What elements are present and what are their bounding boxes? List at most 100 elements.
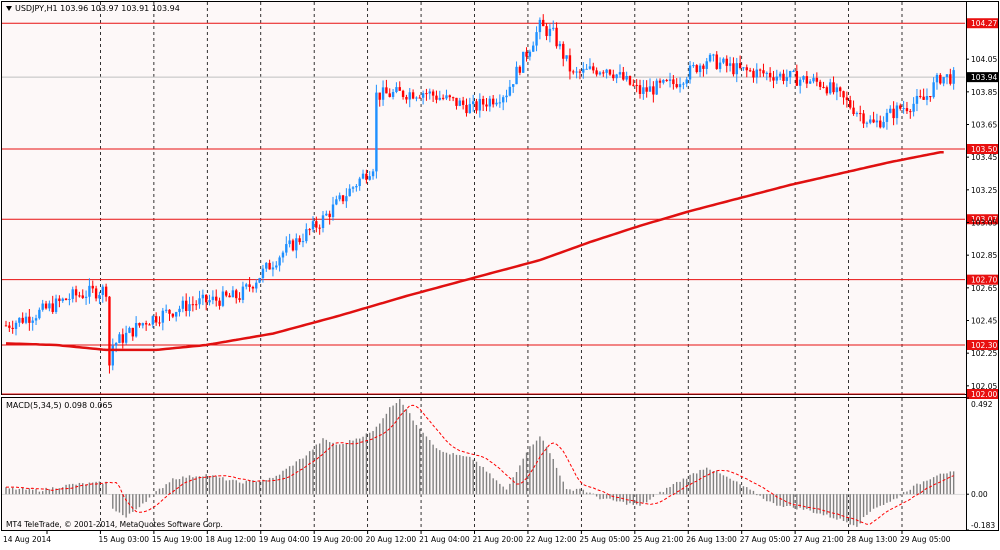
grid-layer bbox=[100, 2, 903, 530]
candle-body bbox=[285, 244, 288, 253]
candle-body bbox=[98, 294, 101, 299]
candle-body bbox=[488, 98, 492, 107]
candle-body bbox=[615, 74, 618, 79]
candle-body bbox=[54, 298, 58, 312]
candle-body bbox=[638, 85, 642, 94]
candle-body bbox=[869, 119, 872, 123]
current-price-tag bbox=[967, 72, 998, 83]
price-pane[interactable] bbox=[1, 1, 967, 395]
level-price-tag bbox=[967, 144, 998, 154]
candle-body bbox=[88, 285, 91, 297]
candle-body bbox=[315, 221, 318, 228]
candle-body bbox=[702, 65, 705, 69]
candle-body bbox=[348, 188, 351, 197]
candle-body bbox=[391, 92, 395, 97]
candle-body bbox=[345, 196, 348, 202]
candle-body bbox=[552, 27, 555, 29]
candle-body bbox=[642, 87, 645, 94]
candle-body bbox=[141, 323, 145, 326]
candle-body bbox=[395, 87, 398, 93]
candle-body bbox=[738, 63, 742, 68]
candle-body bbox=[565, 55, 568, 59]
candle-body bbox=[48, 303, 51, 309]
candle-body bbox=[912, 103, 915, 112]
x-tick-label: 19 Aug 20:00 bbox=[312, 535, 363, 544]
current-price-label: 103.94 bbox=[971, 73, 997, 82]
candle-body bbox=[471, 101, 475, 105]
candle-body bbox=[44, 303, 48, 309]
candle-body bbox=[124, 332, 128, 343]
candle-body bbox=[228, 295, 231, 298]
candle-body bbox=[535, 32, 538, 46]
candle-body bbox=[321, 215, 325, 229]
candle-body bbox=[148, 324, 151, 326]
candle-body bbox=[675, 84, 678, 88]
candle-body bbox=[481, 98, 485, 105]
candle-body bbox=[945, 74, 949, 77]
candle-body bbox=[208, 300, 211, 303]
candle-body bbox=[248, 284, 251, 288]
candle-body bbox=[588, 66, 592, 69]
candle-body bbox=[411, 92, 415, 99]
candle-body bbox=[572, 71, 575, 73]
candle-body bbox=[939, 74, 942, 84]
candle-body bbox=[485, 104, 488, 107]
candle-body bbox=[929, 96, 932, 98]
candle-body bbox=[325, 213, 328, 216]
x-tick-label: 21 Aug 20:00 bbox=[473, 535, 524, 544]
candle-layer bbox=[4, 14, 955, 374]
candle-body bbox=[381, 87, 385, 100]
level-price-label: 102.30 bbox=[971, 341, 997, 350]
candle-body bbox=[735, 63, 738, 75]
candle-body bbox=[805, 76, 809, 84]
candle-body bbox=[678, 84, 682, 88]
level-price-tag bbox=[967, 340, 998, 350]
price-scale[interactable] bbox=[966, 1, 999, 531]
candle-body bbox=[859, 113, 862, 115]
candle-body bbox=[331, 204, 335, 218]
candle-body bbox=[131, 327, 134, 337]
candle-body bbox=[154, 316, 158, 323]
y-tick-label: 103.65 bbox=[971, 121, 997, 130]
macd-signal-line bbox=[6, 404, 954, 525]
candle-body bbox=[685, 79, 688, 84]
candle-body bbox=[405, 96, 408, 100]
candle-body bbox=[365, 173, 368, 180]
candle-body bbox=[174, 312, 178, 317]
x-tick-label: 19 Aug 04:00 bbox=[259, 535, 310, 544]
candle-body bbox=[241, 286, 245, 300]
candle-body bbox=[555, 27, 558, 47]
candle-body bbox=[305, 229, 308, 242]
candle-body bbox=[468, 104, 472, 114]
candle-body bbox=[61, 298, 64, 302]
candle-body bbox=[605, 69, 608, 73]
x-tick-label: 18 Aug 12:00 bbox=[205, 535, 256, 544]
level-price-label: 102.00 bbox=[971, 390, 997, 399]
candle-body bbox=[622, 72, 625, 80]
candle-body bbox=[522, 51, 525, 73]
candle-body bbox=[692, 65, 695, 67]
candle-body bbox=[31, 320, 34, 323]
candle-body bbox=[355, 186, 358, 188]
candle-body bbox=[785, 77, 789, 81]
triangle-down-icon[interactable] bbox=[6, 6, 12, 11]
candle-body bbox=[235, 290, 238, 299]
candle-body bbox=[652, 86, 655, 95]
candle-body bbox=[835, 87, 839, 93]
candle-body bbox=[74, 289, 78, 296]
candle-body bbox=[662, 79, 665, 83]
candle-body bbox=[358, 178, 361, 187]
candle-body bbox=[602, 72, 605, 74]
candle-body bbox=[191, 304, 195, 306]
candle-body bbox=[435, 95, 438, 100]
candle-body bbox=[915, 95, 919, 104]
candle-body bbox=[668, 79, 672, 81]
y-tick-label: 104.05 bbox=[971, 55, 997, 64]
indicator-pane[interactable] bbox=[1, 397, 967, 531]
candle-body bbox=[745, 67, 748, 71]
candle-body bbox=[118, 334, 121, 344]
y-tick-label: 102.25 bbox=[971, 349, 997, 358]
candle-body bbox=[775, 76, 779, 81]
candle-body bbox=[301, 241, 305, 243]
